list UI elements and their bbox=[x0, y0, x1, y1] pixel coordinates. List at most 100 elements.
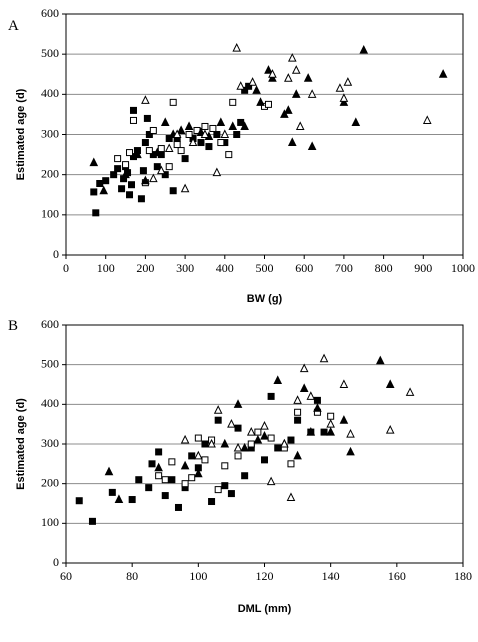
point bbox=[216, 117, 226, 126]
y-tick-label: 500 bbox=[41, 356, 59, 370]
point bbox=[241, 86, 249, 94]
point bbox=[274, 444, 282, 452]
x-tick-label: 100 bbox=[189, 569, 207, 583]
point bbox=[313, 396, 321, 404]
point bbox=[268, 73, 277, 82]
point bbox=[92, 209, 100, 217]
point bbox=[240, 121, 249, 130]
x-tick-label: 140 bbox=[322, 569, 340, 583]
point bbox=[280, 438, 289, 448]
point bbox=[184, 121, 194, 130]
point bbox=[266, 476, 276, 486]
x-tick-label: 600 bbox=[295, 261, 313, 275]
point bbox=[114, 494, 124, 504]
point bbox=[181, 480, 189, 488]
x-axis-title: DML (mm) bbox=[238, 603, 292, 615]
point bbox=[180, 460, 190, 470]
point bbox=[165, 163, 173, 171]
point bbox=[233, 442, 243, 452]
x-tick-label: 900 bbox=[414, 261, 432, 275]
point bbox=[194, 434, 202, 442]
point bbox=[299, 363, 309, 373]
plot-frame bbox=[65, 324, 464, 564]
x-axis-title: BW (g) bbox=[247, 293, 283, 305]
point bbox=[294, 416, 302, 424]
point bbox=[128, 496, 136, 504]
point bbox=[161, 171, 169, 179]
point bbox=[241, 472, 249, 480]
point bbox=[267, 392, 275, 400]
panel: 0 100 200 300 400 500 600 60 80 100 120 140 160 180 B D… bbox=[8, 317, 472, 615]
point bbox=[405, 387, 415, 396]
point bbox=[385, 424, 395, 434]
point bbox=[139, 167, 147, 175]
point bbox=[161, 476, 169, 484]
point bbox=[149, 126, 157, 134]
point bbox=[286, 492, 296, 502]
point bbox=[246, 426, 256, 436]
plot-frame bbox=[65, 13, 464, 256]
point bbox=[153, 147, 162, 157]
x-tick-label: 1000 bbox=[451, 261, 475, 275]
point bbox=[196, 127, 206, 136]
point bbox=[291, 65, 301, 74]
x-tick-label: 60 bbox=[60, 569, 72, 583]
point bbox=[264, 100, 272, 108]
point bbox=[205, 143, 213, 151]
point bbox=[126, 191, 134, 199]
point bbox=[339, 97, 349, 106]
point bbox=[247, 440, 255, 448]
point bbox=[267, 434, 275, 442]
point bbox=[233, 399, 243, 408]
point bbox=[339, 93, 349, 102]
point bbox=[307, 89, 317, 98]
point bbox=[149, 173, 158, 183]
x-tick-label: 160 bbox=[388, 569, 406, 583]
x-tick-label: 300 bbox=[176, 261, 194, 275]
point bbox=[254, 428, 262, 436]
point bbox=[108, 488, 116, 496]
point bbox=[155, 448, 163, 456]
point bbox=[343, 77, 353, 86]
point bbox=[303, 73, 313, 82]
point bbox=[293, 395, 302, 404]
point bbox=[375, 355, 385, 365]
y-tick-label: 500 bbox=[41, 46, 59, 60]
point bbox=[212, 167, 222, 177]
point bbox=[227, 490, 235, 498]
point bbox=[180, 183, 190, 193]
point bbox=[141, 95, 150, 104]
x-tick-label: 700 bbox=[335, 261, 353, 275]
point bbox=[245, 82, 253, 90]
point bbox=[164, 143, 174, 153]
point bbox=[287, 460, 295, 468]
point bbox=[180, 434, 190, 444]
point bbox=[320, 428, 328, 436]
point bbox=[240, 442, 249, 452]
point bbox=[264, 65, 273, 74]
point bbox=[173, 141, 181, 149]
point bbox=[141, 175, 150, 185]
point bbox=[213, 405, 223, 414]
point bbox=[188, 452, 196, 460]
point bbox=[141, 139, 149, 147]
y-tick-label: 400 bbox=[41, 86, 59, 100]
x-tick-label: 200 bbox=[136, 261, 154, 275]
point bbox=[200, 129, 210, 138]
point bbox=[145, 147, 153, 155]
point bbox=[422, 115, 432, 124]
point bbox=[229, 98, 237, 106]
point bbox=[268, 69, 277, 78]
point bbox=[284, 105, 293, 114]
point bbox=[225, 151, 233, 159]
point bbox=[252, 85, 261, 94]
point bbox=[220, 438, 230, 448]
point bbox=[260, 430, 269, 440]
point bbox=[260, 421, 269, 430]
y-axis-title: Estimated age (d) bbox=[15, 398, 27, 490]
point bbox=[287, 53, 297, 62]
panel-label: B bbox=[8, 318, 18, 334]
point bbox=[313, 403, 322, 412]
point bbox=[160, 117, 170, 126]
point bbox=[307, 141, 317, 151]
